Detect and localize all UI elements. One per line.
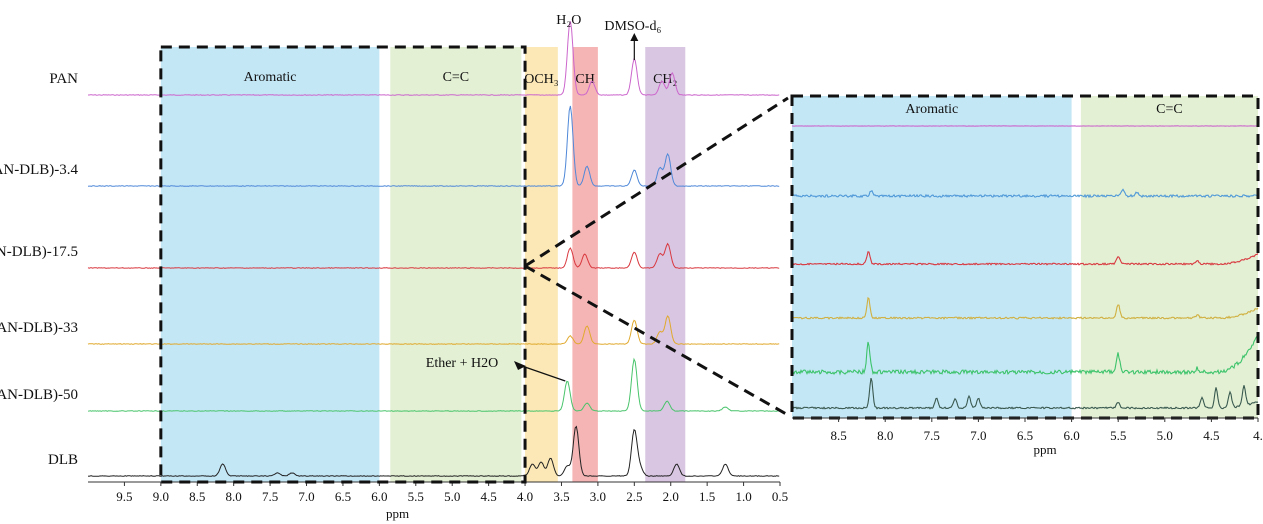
x-tick-label-6: 6.5: [335, 489, 351, 504]
inset-series-line-5: [791, 377, 1259, 410]
series-label-4: Poly(AN-DLB)-50: [0, 387, 78, 403]
inset-x-tick-label-0: 8.5: [830, 428, 846, 443]
x-tick-label-2: 8.5: [189, 489, 205, 504]
x-tick-label-1: 9.0: [153, 489, 169, 504]
region-band-4: [645, 47, 686, 482]
series-label-5: DLB: [48, 452, 78, 468]
inset-x-tick-label-4: 6.5: [1017, 428, 1033, 443]
region-label-1: C=C: [443, 70, 470, 85]
inset-series-line-1: [791, 188, 1258, 199]
inset-x-tick-label-9: 4.: [1253, 428, 1263, 443]
x-tick-label-11: 4.0: [517, 489, 533, 504]
x-tick-label-15: 2.0: [663, 489, 679, 504]
series-label-2: Poly(AN-DLB)-17.5: [0, 244, 78, 260]
x-tick-label-7: 6.0: [371, 489, 387, 504]
series-line-4: [87, 357, 780, 412]
main-x-axis: 9.5 9.0 8.5 8.0 7.5 7.0 6.5 6.0 5.5 5.0 4.5 4.0 3.5 3…: [88, 481, 788, 521]
inset-series-line-4: [791, 334, 1259, 376]
x-tick-label-0: 9.5: [116, 489, 132, 504]
zoom-connector-bottom: [524, 264, 789, 417]
inset-x-tick-label-3: 7.0: [970, 428, 986, 443]
series-label-3: Poly(AN-DLB)-33: [0, 320, 78, 336]
series-line-0: [88, 21, 780, 96]
annotation-h2o: H₂O: [556, 13, 581, 28]
region-label-0: Aromatic: [244, 70, 297, 85]
x-tick-label-14: 2.5: [626, 489, 642, 504]
region-label-3: CH: [575, 72, 594, 87]
inset-region-band-1: [1080, 96, 1258, 418]
x-tick-label-4: 7.5: [262, 489, 278, 504]
zoom-connector-top: [524, 96, 789, 268]
inset-region-label-1: C=C: [1156, 102, 1183, 117]
series-4: Poly(AN-DLB)-50: [0, 357, 780, 412]
series-line-5: [87, 425, 780, 477]
inset-x-axis-title: ppm: [1033, 442, 1056, 457]
series-5: DLB: [48, 425, 780, 477]
main-region-bands: Aromatic C=C OCH₃ CH CH₂: [160, 47, 686, 482]
series-label-1: Poly(AN-DLB)-3.4: [0, 162, 78, 178]
zoom-selection-box: [159, 45, 789, 484]
series-3: Poly(AN-DLB)-33: [0, 315, 780, 345]
inset-x-tick-label-7: 5.0: [1157, 428, 1173, 443]
series-line-3: [87, 315, 780, 345]
annotation-ether-arrowhead: [514, 361, 526, 370]
annotation-ether-arrow: [521, 365, 566, 382]
series-label-0: PAN: [49, 71, 78, 87]
inset-x-tick-label-5: 6.0: [1063, 428, 1079, 443]
x-tick-label-8: 5.5: [408, 489, 424, 504]
inset-panel: Aromatic C=C 8.5 8.0 7.5 7.0 6.5 6.0 5.5 5.0 4.5 4.…: [790, 94, 1263, 457]
inset-x-tick-label-2: 7.5: [924, 428, 940, 443]
annotation-dmso: DMSO-d₆: [604, 19, 661, 34]
x-tick-label-3: 8.0: [226, 489, 242, 504]
annotation-dmso-arrowhead: [630, 33, 639, 41]
inset-region-band-0: [792, 96, 1072, 418]
series-0: PAN: [49, 21, 780, 96]
inset-series-line-2: [791, 251, 1259, 266]
region-label-4: CH₂: [653, 72, 677, 87]
x-tick-label-9: 5.0: [444, 489, 460, 504]
region-band-3: [572, 47, 598, 482]
x-tick-label-5: 7.0: [298, 489, 314, 504]
x-tick-label-12: 3.5: [553, 489, 569, 504]
series-1: Poly(AN-DLB)-3.4: [0, 105, 780, 187]
x-tick-label-17: 1.0: [735, 489, 751, 504]
inset-series-line-3: [791, 296, 1259, 320]
inset-x-tick-label-1: 8.0: [877, 428, 893, 443]
series-line-1: [87, 105, 780, 187]
region-band-0: [160, 47, 380, 482]
series-line-2: [87, 242, 780, 269]
inset-x-tick-label-8: 4.5: [1203, 428, 1219, 443]
x-axis-title: ppm: [386, 506, 409, 521]
inset-x-tick-label-6: 5.5: [1110, 428, 1126, 443]
x-tick-label-10: 4.5: [481, 489, 497, 504]
x-tick-label-18: 0.5: [772, 489, 788, 504]
region-band-2: [525, 47, 558, 482]
peak-annotations: H₂O DMSO-d₆ Ether + H2O: [426, 13, 661, 382]
x-tick-label-13: 3.0: [590, 489, 606, 504]
inset-frame: [790, 94, 1260, 420]
series-2: Poly(AN-DLB)-17.5: [0, 242, 780, 269]
main-spectra: PAN Poly(AN-DLB)-3.4 Poly(AN-DLB)-17.5 Poly…: [0, 21, 780, 477]
annotation-ether: Ether + H2O: [426, 356, 498, 371]
inset-region-label-0: Aromatic: [905, 102, 958, 117]
x-tick-label-16: 1.5: [699, 489, 715, 504]
region-band-1: [390, 47, 522, 482]
region-label-2: OCH₃: [524, 72, 559, 87]
